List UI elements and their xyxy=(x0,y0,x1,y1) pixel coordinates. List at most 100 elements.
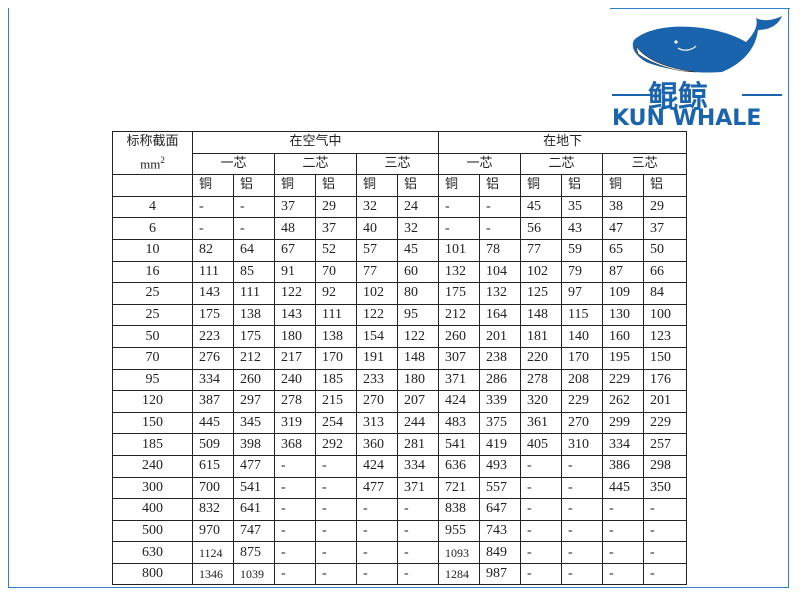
current-cell: 238 xyxy=(479,346,522,370)
current-cell: 170 xyxy=(315,346,357,370)
current-cell: 185 xyxy=(315,368,357,392)
table-row: 16 111 85 91 70 77 60 132 104 102 79 87 66 xyxy=(112,260,688,284)
whale-icon xyxy=(632,16,782,73)
current-cell: 721 xyxy=(438,476,481,500)
current-cell: - xyxy=(602,562,645,586)
corner-unit-sup: 2 xyxy=(160,154,165,165)
current-cell: 37 xyxy=(315,217,357,240)
current-cell: 313 xyxy=(356,411,398,435)
current-cell: - xyxy=(396,562,440,586)
current-cell: 743 xyxy=(479,519,522,543)
current-cell: - xyxy=(479,217,522,240)
table-row: 10 82 64 67 52 57 45 101 78 77 59 65 50 xyxy=(112,238,688,262)
current-cell: - xyxy=(520,519,563,543)
current-cell: 1284 xyxy=(438,562,481,586)
current-cell: 132 xyxy=(479,282,522,305)
current-cell: - xyxy=(396,541,440,564)
material-header: 铜 xyxy=(356,174,398,197)
table-row: 25 175 138 143 111 122 95 212 164 148 115 130 100 xyxy=(112,303,688,327)
current-cell: 260 xyxy=(233,368,275,392)
brand-name-en: KUN WHALE xyxy=(612,106,762,131)
current-cell: 298 xyxy=(643,454,688,478)
current-cell: 371 xyxy=(396,476,440,500)
brand-dash-left xyxy=(612,94,652,96)
table-row: 95 334 260 240 185 233 180 371 286 278 208 229 176 xyxy=(112,368,688,392)
current-cell: 223 xyxy=(192,325,234,348)
brand-dash-right xyxy=(742,94,782,96)
material-header: 铜 xyxy=(438,174,481,197)
table-row: 120 387 297 278 215 270 207 424 339 320 229 262 201 xyxy=(112,390,688,413)
current-cell: 509 xyxy=(192,433,234,456)
current-cell: 78 xyxy=(479,238,522,262)
current-cell: 212 xyxy=(233,346,275,370)
current-cell: 154 xyxy=(356,325,398,348)
current-cell: 368 xyxy=(274,433,316,456)
current-cell: 109 xyxy=(602,282,645,305)
core-header: 一芯 xyxy=(192,152,275,176)
current-cell: - xyxy=(356,541,398,564)
current-cell: - xyxy=(479,195,522,219)
current-cell: - xyxy=(561,476,604,500)
current-cell: 445 xyxy=(602,476,645,500)
group-header: 在空气中 xyxy=(191,131,440,154)
current-cell: 875 xyxy=(233,541,275,564)
current-cell: 191 xyxy=(356,346,398,370)
current-cell: - xyxy=(315,454,357,478)
current-cell: 164 xyxy=(479,303,522,327)
brand-name-cn: 鲲鲸 xyxy=(648,80,708,115)
current-cell: 212 xyxy=(438,303,481,327)
current-cell: 832 xyxy=(192,498,234,521)
current-cell: - xyxy=(315,476,357,500)
current-cell: - xyxy=(438,217,481,240)
current-cell: 641 xyxy=(233,498,275,521)
material-header: 铝 xyxy=(396,174,440,197)
core-header: 三芯 xyxy=(602,152,688,176)
current-cell: 310 xyxy=(561,433,604,456)
cable-current-table: 标称截面 mm2 在空气中 在地下 一芯 二芯 三芯 一芯 二芯 三芯 铜铝铜铝铜铝铜铝铜… xyxy=(112,130,688,586)
current-cell: 217 xyxy=(274,346,316,370)
current-cell: 541 xyxy=(233,476,275,500)
current-cell: - xyxy=(520,498,563,521)
current-cell: 45 xyxy=(396,238,440,262)
current-cell: 541 xyxy=(438,433,481,456)
current-cell: 130 xyxy=(602,303,645,327)
current-cell: 143 xyxy=(192,282,234,305)
current-cell: 215 xyxy=(315,390,357,413)
current-cell: 87 xyxy=(602,260,645,284)
material-header: 铝 xyxy=(315,174,357,197)
material-header: 铜 xyxy=(274,174,316,197)
current-cell: 92 xyxy=(315,282,357,305)
current-cell: 104 xyxy=(479,260,522,284)
current-cell: 67 xyxy=(274,238,316,262)
table-row: 500 970 747- - - -955 743- - - - xyxy=(112,519,688,543)
current-cell: 483 xyxy=(438,411,481,435)
current-cell: - xyxy=(274,454,316,478)
current-cell: 201 xyxy=(479,325,522,348)
current-cell: 65 xyxy=(602,238,645,262)
current-cell: 405 xyxy=(520,433,563,456)
size-cell: 300 xyxy=(112,476,193,500)
current-cell: 257 xyxy=(643,433,688,456)
current-cell: 233 xyxy=(356,368,398,392)
current-cell: 122 xyxy=(396,325,440,348)
current-cell: 292 xyxy=(315,433,357,456)
material-header: 铝 xyxy=(233,174,275,197)
current-cell: 398 xyxy=(233,433,275,456)
size-cell: 4 xyxy=(112,195,193,219)
current-cell: - xyxy=(274,519,316,543)
current-cell: - xyxy=(520,454,563,478)
current-cell: - xyxy=(356,562,398,586)
current-cell: 32 xyxy=(396,217,440,240)
current-cell: 102 xyxy=(356,282,398,305)
table-row: 25 143 111 122 92 102 80 175 132 125 97 109 84 xyxy=(112,282,688,305)
current-cell: 37 xyxy=(643,217,688,240)
current-cell: 43 xyxy=(561,217,604,240)
current-cell: 111 xyxy=(192,260,234,284)
current-cell: 229 xyxy=(602,368,645,392)
current-cell: 334 xyxy=(602,433,645,456)
current-cell: 181 xyxy=(520,325,563,348)
current-cell: - xyxy=(274,476,316,500)
current-cell: - xyxy=(602,519,645,543)
material-header: 铜 xyxy=(602,174,645,197)
current-cell: - xyxy=(561,541,604,564)
